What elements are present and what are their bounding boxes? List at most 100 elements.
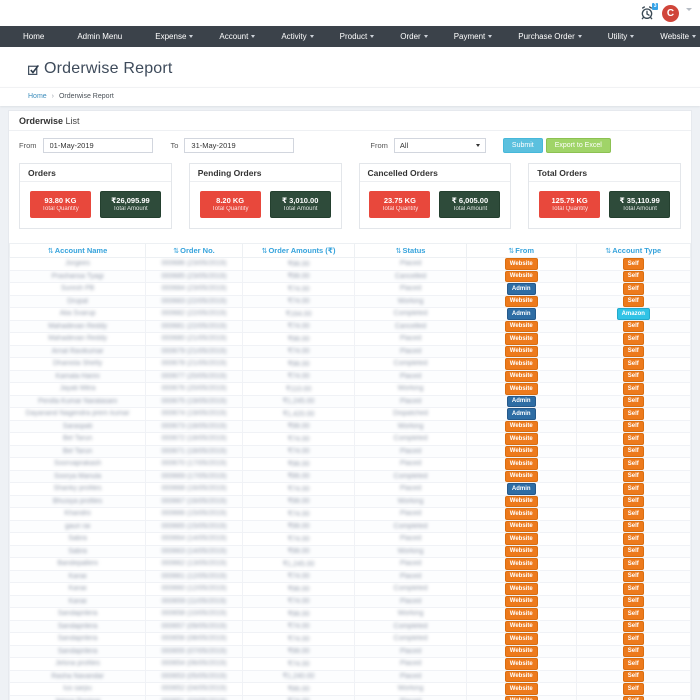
column-header[interactable]: ⇅Order No. <box>145 243 243 258</box>
column-header[interactable]: ⇅Order Amounts (₹) <box>241 243 356 258</box>
order-no-cell: 000672 (18/05/2019) <box>145 432 243 446</box>
account-name-cell: Kamala Harini <box>8 369 147 383</box>
status-cell: Working <box>354 494 467 508</box>
from-cell: Website <box>465 269 577 283</box>
status-cell: Completed <box>354 469 467 483</box>
nav-item[interactable]: Utility <box>595 26 648 47</box>
table-row: Bel Tarun 000671 (18/05/2019) ₹74.00 Pla… <box>8 444 692 458</box>
account-name-cell: Bel Tarun <box>8 444 147 458</box>
table-row: gauri rai 000665 (15/05/2019) ₹98.00 Com… <box>8 519 692 533</box>
table-row: Soorya Manula 000669 (17/05/2019) ₹86.00… <box>8 469 692 483</box>
app-logo[interactable]: C <box>662 4 679 22</box>
account-name-cell: Sandaprilera <box>8 644 147 658</box>
order-amount-cell: ₹1,245.00 <box>241 394 356 408</box>
order-amount-cell: ₹86.00 <box>241 682 356 696</box>
from-cell: Website <box>465 619 577 633</box>
to-date-input[interactable] <box>184 138 295 153</box>
order-no-cell: 000667 (16/05/2019) <box>145 494 243 508</box>
chevron-down-icon[interactable] <box>686 7 692 11</box>
from-badge: Website <box>504 333 538 345</box>
order-amount-cell: ₹98.00 <box>241 457 356 471</box>
column-header[interactable]: ⇅From <box>465 243 577 258</box>
from-cell: Website <box>465 632 577 646</box>
status-cell: Completed <box>354 432 467 446</box>
nav-item[interactable]: Website <box>647 26 700 47</box>
status-cell: Placed <box>354 657 467 671</box>
nav-item[interactable]: Order <box>387 26 440 47</box>
account-type-badge: Self <box>622 483 644 495</box>
from-cell: Website <box>465 332 577 346</box>
nav-item[interactable]: Payment <box>441 26 506 47</box>
card-title: Orders <box>20 164 171 182</box>
account-type-cell: Self <box>575 594 692 608</box>
from-cell: Website <box>465 557 577 571</box>
from-date-input[interactable] <box>42 138 153 153</box>
account-type-badge: Self <box>622 520 644 532</box>
column-header[interactable]: ⇅Account Name <box>8 243 147 258</box>
account-name-cell: Saraspati <box>8 419 147 433</box>
summary-cards: Orders 93.80 KG Total Quantity ₹26,095.9… <box>9 159 691 242</box>
order-no-cell: 000676 (20/05/2019) <box>145 382 243 396</box>
nav-item[interactable]: Account <box>206 26 268 47</box>
from-cell: Website <box>465 507 577 521</box>
order-no-cell: 000673 (18/05/2019) <box>145 419 243 433</box>
from-cell: Website <box>465 594 577 608</box>
account-type-badge: Self <box>622 695 644 700</box>
table-row: Sandaprilera 000656 (08/05/2019) ₹74.00 … <box>8 632 692 646</box>
table-row: Kamala Harini 000677 (20/05/2019) ₹74.00… <box>8 369 692 383</box>
order-amount-cell: ₹74.00 <box>241 619 356 633</box>
account-type-cell: Self <box>575 382 692 396</box>
submit-button[interactable]: Submit <box>502 138 543 153</box>
account-type-cell: Self <box>575 294 692 308</box>
account-type-badge: Self <box>622 370 644 382</box>
sort-icon: ⇅ <box>605 248 612 255</box>
order-amount-cell: ₹98.00 <box>241 332 356 346</box>
sort-icon: ⇅ <box>173 248 180 255</box>
from-badge: Website <box>504 645 538 657</box>
alarm-clock-icon[interactable]: 3 <box>639 3 658 21</box>
total-amount-stat: ₹26,095.99 Total Amount <box>99 191 161 218</box>
table-row: Prashansa Tyagi 000685 (23/05/2019) ₹98.… <box>8 269 692 283</box>
account-type-badge: Self <box>622 345 644 357</box>
chevron-down-icon <box>309 35 314 38</box>
table-row: Dhanista Shetty 000678 (21/05/2019) ₹98.… <box>8 357 692 371</box>
account-type-badge: Self <box>622 420 644 432</box>
nav-item[interactable]: Product <box>327 26 388 47</box>
account-type-badge: Self <box>622 608 644 620</box>
nav-item[interactable]: Admin Menu <box>77 32 123 41</box>
breadcrumb-home-link[interactable]: Home <box>28 93 47 100</box>
account-name-cell: Bandepalleni <box>8 557 147 571</box>
status-cell: Placed <box>354 569 467 583</box>
chevron-down-icon <box>630 35 635 38</box>
order-amount-cell: ₹74.00 <box>241 594 356 608</box>
card-title: Total Orders <box>529 164 680 182</box>
account-name-cell: Shanky profiles <box>8 482 147 496</box>
order-no-cell: 000679 (21/05/2019) <box>145 344 243 358</box>
column-header[interactable]: ⇅Account Type <box>575 243 692 258</box>
table-row: Alia Svarup 000682 (22/05/2019) ₹164.00 … <box>8 307 692 321</box>
export-to-excel-button[interactable]: Export to Excel <box>545 138 611 153</box>
account-name-cell: Jelsna Rastogi <box>8 694 147 700</box>
order-no-cell: 000659 (11/05/2019) <box>145 594 243 608</box>
from-badge: Website <box>504 533 538 545</box>
nav-item[interactable]: Purchase Order <box>505 26 594 47</box>
account-type-cell: Self <box>575 357 692 371</box>
nav-item[interactable]: Expense <box>142 26 206 47</box>
from-badge: Admin <box>506 308 536 320</box>
account-type-cell: Self <box>575 432 692 446</box>
page-title: Orderwise Report <box>44 60 173 77</box>
source-label: From <box>370 141 388 150</box>
table-row: Mahadevan Reddy 000680 (21/05/2019) ₹98.… <box>8 332 692 346</box>
status-cell: Dispatched <box>354 407 467 421</box>
source-select[interactable]: All <box>393 138 486 153</box>
from-badge: Website <box>504 345 538 357</box>
table-row: Jelsna profiles 000654 (06/05/2019) ₹74.… <box>8 657 692 671</box>
nav-item[interactable]: Home <box>23 32 45 41</box>
column-header[interactable]: ⇅Status <box>354 243 467 258</box>
from-cell: Website <box>465 582 577 596</box>
from-cell: Website <box>465 344 577 358</box>
order-amount-cell: ₹98.00 <box>241 544 356 558</box>
nav-item[interactable]: Activity <box>268 26 326 47</box>
table-row: Saraspati 000673 (18/05/2019) ₹98.00 Wor… <box>8 419 692 433</box>
from-badge: Website <box>504 295 538 307</box>
